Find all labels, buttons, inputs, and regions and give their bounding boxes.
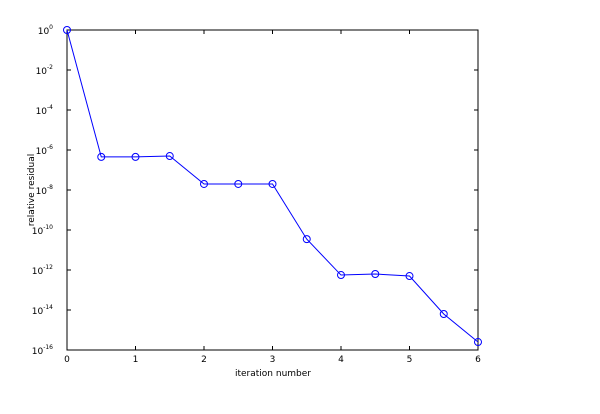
y-tick-label: 10-2: [36, 64, 54, 77]
y-tick-exponent: -10: [43, 224, 53, 231]
plot-frame: [66, 29, 479, 351]
y-tick-label: 10-8: [36, 184, 54, 197]
y-tick-base: 10: [36, 187, 48, 197]
y-tick-base: 10: [36, 147, 48, 157]
data-marker: [97, 152, 106, 161]
x-tick-label: 1: [133, 355, 139, 365]
data-marker: [131, 152, 140, 161]
data-marker: [337, 271, 345, 280]
y-tick-base: 10: [36, 67, 48, 77]
data-marker: [165, 152, 174, 161]
y-axis-label: relative residual: [27, 154, 37, 226]
y-tick-label: 10-6: [36, 144, 54, 157]
y-tick-label: 100: [38, 24, 53, 37]
data-marker: [405, 272, 414, 281]
data-line: [66, 29, 479, 343]
y-tick-exponent: -16: [43, 344, 53, 351]
y-tick-exponent: -12: [43, 264, 53, 271]
y-tick-label: 10-16: [32, 344, 53, 357]
y-tick-base: 10: [32, 267, 44, 277]
x-tick-label: 5: [407, 355, 413, 365]
y-tick-base: 10: [32, 347, 44, 357]
y-tick-exponent: -8: [47, 184, 53, 191]
data-marker: [474, 338, 482, 347]
data-marker: [439, 310, 448, 319]
y-tick-label: 10-12: [32, 264, 53, 277]
data-marker: [268, 179, 277, 188]
y-tick-exponent: -4: [47, 104, 53, 111]
y-tick-exponent: -2: [47, 64, 53, 71]
data-marker: [302, 235, 311, 244]
data-marker: [371, 270, 380, 279]
y-tick-base: 10: [32, 307, 44, 317]
y-tick-exponent: -14: [43, 304, 53, 311]
y-tick-base: 10: [32, 227, 44, 237]
y-tick-base: 10: [36, 107, 48, 117]
x-tick-label: 3: [270, 355, 276, 365]
x-tick-label: 2: [201, 355, 207, 365]
x-axis-label: iteration number: [235, 369, 311, 379]
y-tick-label: 10-14: [32, 304, 53, 317]
x-tick-label: 6: [475, 355, 481, 365]
x-tick-label: 4: [338, 355, 344, 365]
y-tick-label: 10-4: [36, 104, 54, 117]
data-marker: [200, 179, 208, 188]
y-tick-exponent: 0: [49, 24, 53, 31]
y-tick-label: 10-10: [32, 224, 53, 237]
y-tick-exponent: -6: [47, 144, 53, 151]
y-tick-base: 10: [38, 27, 50, 37]
x-tick-label: 0: [64, 355, 70, 365]
data-marker: [234, 179, 243, 188]
data-marker: [63, 26, 71, 34]
